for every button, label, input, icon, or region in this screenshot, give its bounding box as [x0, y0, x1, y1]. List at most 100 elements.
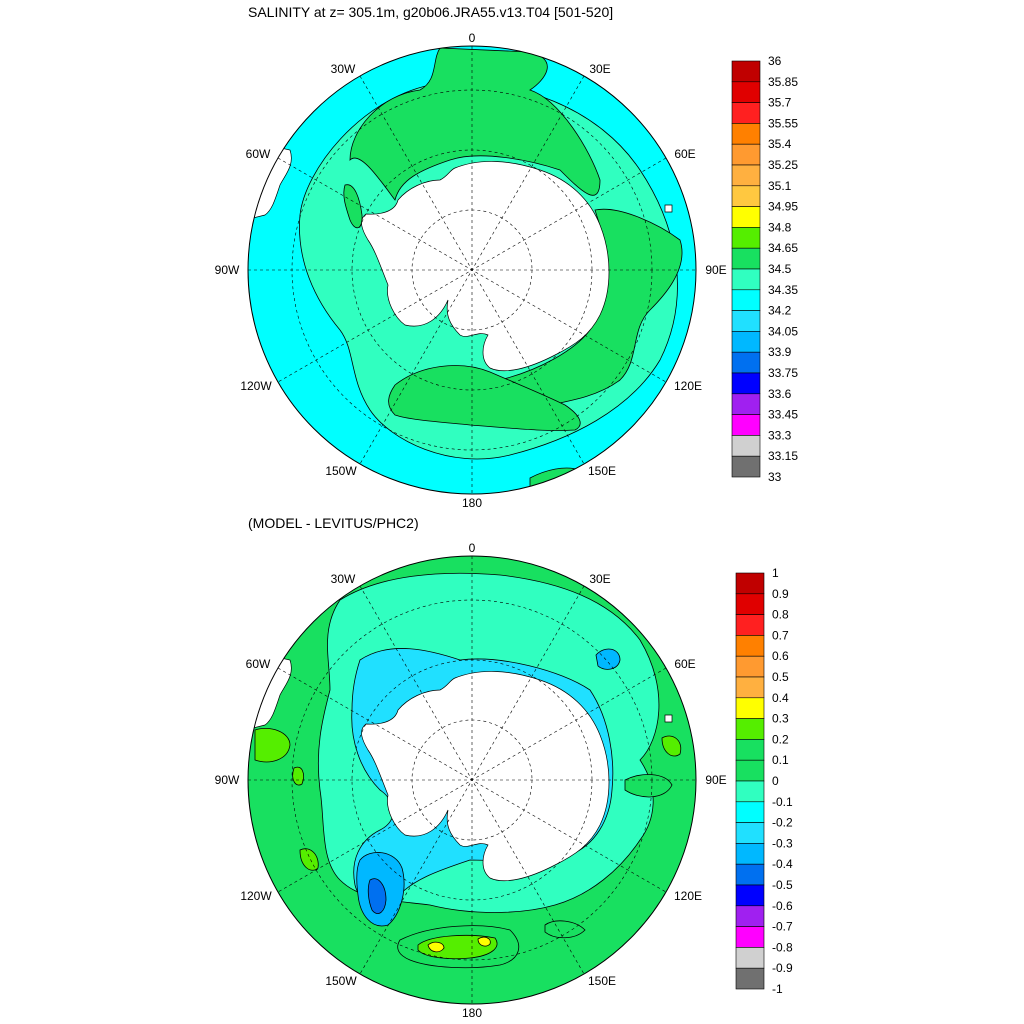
antarctica-land-top — [361, 161, 610, 372]
top-lon-label-150w: 150W — [325, 464, 357, 478]
bottom-colorbar-swatch-18 — [735, 947, 765, 969]
top-colorbar-swatch-4 — [731, 143, 761, 166]
diff-green-west-1 — [254, 728, 291, 763]
bottom-colorbar-swatch-8 — [735, 739, 765, 761]
bottom-colorbar-label-2: 0.8 — [772, 608, 789, 622]
bottom-colorbar-label-8: 0.2 — [772, 732, 789, 746]
diff-green-west-2 — [292, 766, 304, 786]
bottom-map-border — [247, 555, 697, 1005]
bottom-colorbar-swatch-4 — [735, 655, 765, 678]
bottom-panel-title: (MODEL - LEVITUS/PHC2) — [248, 515, 419, 531]
bottom-colorbar-swatch-1 — [735, 593, 765, 615]
bottom-colorbar-label-15: -0.5 — [772, 878, 793, 892]
top-colorbar-label-8: 34.8 — [768, 220, 792, 234]
top-colorbar-swatch-2 — [731, 102, 761, 124]
top-colorbar-label-15: 33.75 — [768, 366, 798, 380]
bottom-colorbar-label-12: -0.2 — [772, 816, 793, 830]
bottom-colorbar-label-1: 0.9 — [772, 587, 789, 601]
top-colorbar-label-19: 33.15 — [768, 449, 798, 463]
top-lon-label-90w: 90W — [215, 263, 240, 277]
diff-darkblue-blob — [367, 878, 387, 914]
top-lon-label-180: 180 — [462, 496, 482, 510]
bottom-colorbar-label-7: 0.3 — [772, 712, 789, 726]
bottom-colorbar-swatch-0 — [735, 572, 765, 595]
bottom-colorbar-label-0: 1 — [772, 566, 779, 580]
bottom-colorbar-label-14: -0.4 — [772, 857, 793, 871]
bottom-colorbar-swatch-16 — [735, 905, 765, 927]
bottom-map: 0 30E 60E 90E 120E 150E 180 150W 120W 90… — [215, 541, 793, 1020]
top-colorbar-label-4: 35.4 — [768, 137, 792, 151]
top-colorbar-label-18: 33.3 — [768, 428, 792, 442]
top-colorbar-label-1: 35.85 — [768, 75, 798, 89]
top-colorbar-label-12: 34.2 — [768, 304, 792, 318]
graticule-bottom — [248, 556, 696, 1004]
top-colorbar-label-16: 33.6 — [768, 387, 792, 401]
top-colorbar-label-6: 35.1 — [768, 179, 792, 193]
bottom-colorbar-swatch-10 — [735, 780, 765, 803]
bottom-colorbar-swatch-19 — [735, 967, 765, 990]
bottom-colorbar-swatch-5 — [735, 676, 765, 699]
top-colorbar-swatch-0 — [731, 60, 761, 83]
top-lon-label-120e: 120E — [674, 379, 702, 393]
top-colorbar-label-5: 35.25 — [768, 158, 798, 172]
bottom-lon-label-30e: 30E — [589, 572, 610, 586]
bottom-colorbar-swatch-15 — [735, 884, 765, 907]
bottom-lon-label-30w: 30W — [331, 572, 356, 586]
top-lon-label-150e: 150E — [588, 464, 616, 478]
top-colorbar-label-20: 33 — [768, 470, 782, 484]
bottom-colorbar-swatch-7 — [735, 718, 765, 740]
top-colorbar-swatch-14 — [731, 351, 761, 374]
bottom-colorbar-swatch-3 — [735, 635, 765, 657]
top-panel-title: SALINITY at z= 305.1m, g20b06.JRA55.v13.… — [248, 4, 614, 20]
top-lon-label-60e: 60E — [674, 147, 695, 161]
bottom-colorbar-label-20: -1 — [772, 982, 783, 996]
bottom-colorbar-label-19: -0.9 — [772, 961, 793, 975]
diff-yellow-blob-1 — [427, 941, 445, 953]
top-colorbar-swatch-3 — [731, 123, 761, 145]
top-colorbar-swatch-1 — [731, 81, 761, 103]
bottom-colorbar-swatch-17 — [735, 926, 765, 948]
top-lon-label-60w: 60W — [246, 147, 271, 161]
top-colorbar-swatch-9 — [731, 247, 761, 270]
diff-green-east-1 — [661, 735, 682, 757]
bottom-colorbar-swatch-12 — [735, 822, 765, 844]
diff-green-east-2 — [624, 774, 673, 798]
top-colorbar-swatch-11 — [731, 289, 761, 311]
top-lon-label-30e: 30E — [589, 62, 610, 76]
top-colorbar-label-13: 34.05 — [768, 324, 798, 338]
bottom-lon-label-150w: 150W — [325, 974, 357, 988]
top-colorbar-swatch-19 — [731, 455, 761, 478]
top-map: 0 30E 60E 90E 120E 150E 180 150W 120W 90… — [215, 31, 799, 510]
bottom-colorbar-swatch-6 — [735, 697, 765, 719]
top-colorbar-swatch-8 — [731, 227, 761, 249]
diff-yellow-blob-2 — [477, 936, 491, 947]
top-colorbar-swatch-15 — [731, 372, 761, 395]
top-map-border — [247, 45, 697, 495]
bottom-lon-label-60w: 60W — [246, 657, 271, 671]
bottom-colorbar-swatch-9 — [735, 759, 765, 782]
south-america-islands-top — [664, 204, 673, 213]
bottom-colorbar-swatch-13 — [735, 843, 765, 865]
salinity-green-pacific — [388, 365, 581, 431]
bottom-colorbar-label-5: 0.5 — [772, 670, 789, 684]
top-lon-label-90e: 90E — [705, 263, 726, 277]
top-lon-label-30w: 30W — [331, 62, 356, 76]
antarctica-land-bottom — [361, 671, 610, 882]
diff-lime-patch — [417, 935, 498, 960]
bottom-colorbar-label-18: -0.8 — [772, 940, 793, 954]
bottom-colorbar-label-13: -0.3 — [772, 836, 793, 850]
diff-blue-blob-east — [595, 648, 621, 670]
bottom-map-fields — [248, 556, 696, 1004]
bottom-lon-label-150e: 150E — [588, 974, 616, 988]
bottom-colorbar-swatch-11 — [735, 801, 765, 823]
top-colorbar-label-3: 35.55 — [768, 116, 798, 130]
bottom-lon-label-180: 180 — [462, 1006, 482, 1020]
top-lon-label-0: 0 — [469, 31, 476, 45]
bottom-lon-label-120e: 120E — [674, 889, 702, 903]
top-colorbar-swatch-7 — [731, 206, 761, 228]
top-lon-label-120w: 120W — [240, 379, 272, 393]
top-colorbar-label-11: 34.35 — [768, 283, 798, 297]
top-colorbar-label-7: 34.95 — [768, 200, 798, 214]
top-map-fields — [248, 46, 696, 494]
